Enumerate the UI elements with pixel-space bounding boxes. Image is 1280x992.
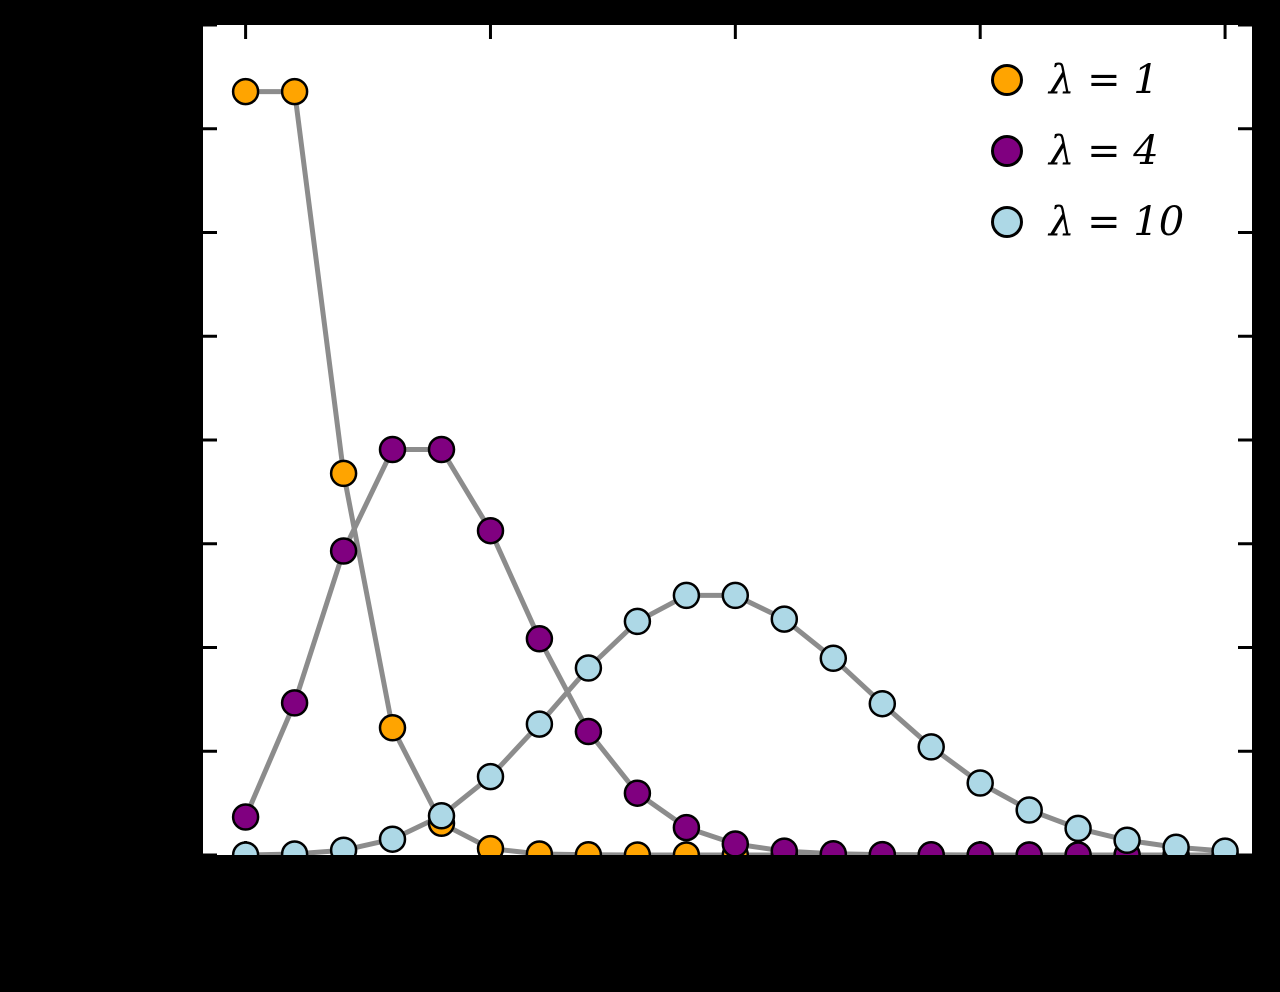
data-point-series-1	[917, 841, 945, 855]
data-point-series-0	[329, 459, 358, 488]
data-point-series-1	[476, 516, 505, 545]
data-point-series-2	[1211, 837, 1239, 855]
legend-marker-icon	[991, 64, 1023, 96]
data-point-series-1	[427, 435, 456, 464]
data-point-series-1	[525, 625, 554, 653]
legend-entry-lambda-4: λ = 4	[991, 129, 1184, 173]
data-point-series-2	[231, 841, 260, 855]
data-point-series-2	[476, 762, 505, 791]
data-point-series-1	[378, 435, 407, 464]
legend-entry-lambda-10: λ = 10	[991, 200, 1184, 244]
data-point-series-2	[427, 802, 456, 830]
data-point-series-2	[917, 733, 945, 761]
data-point-series-0	[574, 841, 603, 855]
plot-area: λ = 1 λ = 4 λ = 10	[200, 22, 1255, 858]
data-point-series-1	[721, 830, 750, 855]
data-point-series-1	[231, 803, 260, 831]
data-point-series-0	[378, 714, 407, 742]
legend-entry-lambda-1: λ = 1	[991, 58, 1184, 102]
series-line-1	[243, 447, 1228, 855]
data-point-series-2	[1113, 826, 1141, 855]
data-point-series-1	[329, 537, 358, 565]
data-point-series-0	[525, 840, 554, 855]
data-point-series-1	[574, 717, 603, 746]
data-point-series-1	[1064, 841, 1092, 855]
data-point-series-2	[329, 836, 358, 855]
data-point-series-1	[868, 840, 897, 855]
data-point-series-2	[525, 710, 554, 738]
data-point-series-2	[574, 654, 603, 682]
data-point-series-2	[966, 769, 994, 797]
legend-marker-icon	[991, 206, 1023, 238]
data-point-series-1	[280, 689, 309, 717]
data-point-series-2	[280, 840, 309, 855]
data-point-series-1	[1015, 841, 1043, 855]
data-point-series-1	[819, 840, 848, 855]
data-point-series-2	[672, 581, 701, 610]
series-line-0	[243, 89, 1228, 855]
data-point-series-2	[721, 581, 750, 610]
legend-label: λ = 4	[1049, 128, 1159, 174]
data-point-series-2	[1162, 833, 1190, 855]
data-point-series-1	[672, 813, 701, 842]
plot-svg	[203, 25, 1252, 855]
data-point-series-1	[770, 837, 799, 855]
data-point-series-2	[819, 644, 848, 673]
data-point-series-1	[966, 841, 994, 855]
data-point-series-1	[623, 779, 652, 807]
legend-label: λ = 10	[1049, 199, 1185, 245]
data-point-series-2	[623, 607, 652, 636]
data-point-series-2	[1064, 814, 1092, 843]
data-point-series-2	[378, 825, 407, 853]
data-point-series-0	[476, 834, 505, 855]
data-point-series-0	[672, 841, 701, 855]
legend-marker-icon	[991, 135, 1023, 167]
data-point-series-2	[1015, 796, 1043, 824]
data-point-series-2	[770, 605, 799, 633]
legend: λ = 1 λ = 4 λ = 10	[991, 58, 1184, 244]
data-point-series-0	[623, 841, 652, 855]
data-point-series-0	[231, 77, 260, 106]
data-point-series-2	[868, 689, 897, 718]
legend-label: λ = 1	[1049, 57, 1159, 103]
data-point-series-0	[280, 77, 309, 106]
